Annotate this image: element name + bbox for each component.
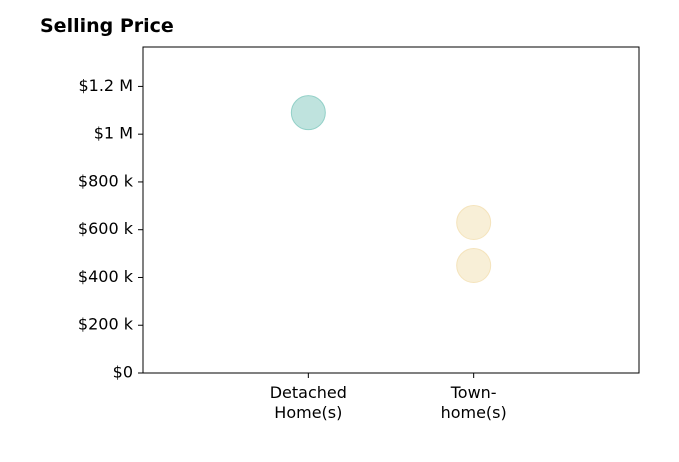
data-point-2	[456, 248, 492, 284]
y-tick-label-1: $200 k	[78, 315, 134, 334]
y-tick-label-0: $0	[113, 363, 133, 382]
x-tick-label-1-line1: Town-	[450, 383, 497, 402]
y-tick-label-4: $800 k	[78, 171, 134, 190]
data-point-1	[456, 205, 492, 241]
x-tick-label-1-line2: home(s)	[441, 403, 507, 422]
chart-title: Selling Price	[40, 15, 174, 37]
y-tick-label-3: $600 k	[78, 219, 134, 238]
y-tick-label-2: $400 k	[78, 267, 134, 286]
y-tick-label-6: $1.2 M	[78, 76, 133, 95]
y-tick-label-5: $1 M	[94, 124, 133, 143]
plot-frame	[142, 46, 640, 374]
x-tick-label-0-line1: Detached	[270, 383, 347, 402]
points-layer	[290, 95, 492, 284]
data-point-0	[290, 95, 326, 131]
x-tick-label-0-line2: Home(s)	[274, 403, 342, 422]
y-axis: $0 $200 k $400 k $600 k $800 k $1 M $1.2 M	[78, 76, 143, 382]
